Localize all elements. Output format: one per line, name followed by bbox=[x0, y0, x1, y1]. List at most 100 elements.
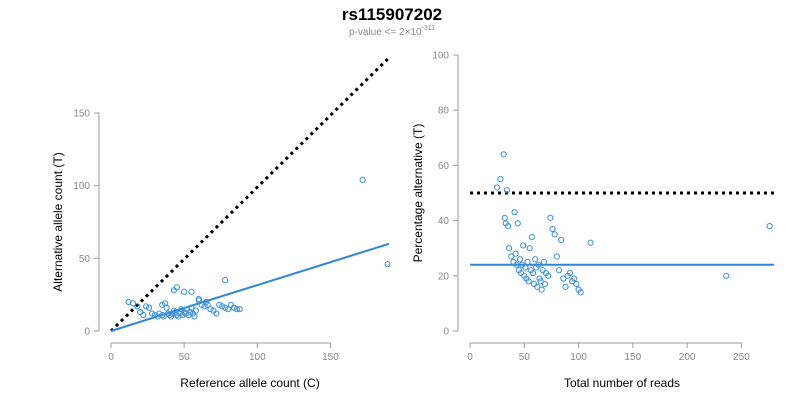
y-tick-label: 100 bbox=[432, 51, 449, 62]
data-point bbox=[553, 253, 560, 260]
data-point bbox=[549, 225, 556, 232]
data-point bbox=[511, 209, 518, 216]
data-point bbox=[566, 269, 573, 277]
data-point bbox=[170, 287, 178, 294]
chart-title: rs115907202 bbox=[342, 5, 442, 24]
data-point bbox=[526, 245, 533, 252]
data-point bbox=[156, 310, 163, 317]
x-tick-label: 0 bbox=[108, 352, 114, 363]
data-point bbox=[188, 288, 195, 295]
data-point bbox=[179, 311, 186, 319]
fit-line bbox=[110, 242, 390, 332]
data-point bbox=[224, 306, 232, 313]
y-tick-label: 60 bbox=[438, 161, 450, 172]
data-point bbox=[494, 184, 501, 191]
data-point bbox=[560, 275, 567, 282]
data-point bbox=[230, 304, 238, 311]
data-point bbox=[160, 313, 167, 320]
x-tick-label: 50 bbox=[179, 352, 191, 363]
data-point bbox=[538, 286, 545, 293]
data-point bbox=[525, 278, 532, 285]
y-tick-label: 40 bbox=[438, 216, 450, 227]
data-point bbox=[204, 301, 211, 308]
data-point bbox=[222, 277, 229, 284]
data-point bbox=[129, 300, 137, 307]
x-tick-label: 100 bbox=[249, 352, 266, 363]
data-point bbox=[236, 306, 243, 313]
data-point bbox=[545, 272, 552, 279]
data-point bbox=[137, 309, 144, 316]
data-point bbox=[143, 303, 150, 310]
data-point bbox=[551, 231, 558, 238]
data-point bbox=[191, 313, 198, 320]
x-tick-label: 150 bbox=[322, 352, 339, 363]
data-point bbox=[213, 310, 220, 317]
y-axis-label: Alternative allele count (T) bbox=[51, 152, 65, 291]
data-point bbox=[555, 267, 563, 274]
data-point bbox=[163, 304, 170, 311]
data-point bbox=[503, 187, 511, 194]
data-point bbox=[198, 301, 205, 308]
data-point bbox=[167, 313, 175, 320]
data-point bbox=[219, 303, 226, 310]
x-tick-label: 0 bbox=[467, 352, 473, 363]
y-tick-label: 0 bbox=[443, 327, 449, 338]
data-point bbox=[500, 151, 507, 158]
x-tick-label: 100 bbox=[570, 352, 587, 363]
data-point bbox=[207, 306, 214, 313]
data-point bbox=[233, 306, 240, 313]
data-point bbox=[528, 234, 535, 241]
y-tick-label: 80 bbox=[438, 106, 450, 117]
data-point bbox=[497, 176, 504, 183]
data-point bbox=[537, 278, 544, 285]
data-point bbox=[535, 261, 542, 268]
data-point bbox=[173, 284, 180, 291]
data-point bbox=[227, 301, 235, 308]
data-point bbox=[505, 245, 513, 252]
data-point bbox=[534, 283, 541, 290]
data-point bbox=[173, 311, 180, 319]
data-point bbox=[188, 304, 195, 311]
data-point bbox=[541, 280, 549, 288]
data-point bbox=[723, 272, 730, 279]
y-tick-label: 20 bbox=[438, 271, 450, 282]
data-point bbox=[166, 311, 173, 319]
data-point bbox=[516, 256, 524, 263]
data-point bbox=[514, 220, 521, 227]
data-point bbox=[181, 288, 188, 295]
data-point bbox=[501, 214, 508, 221]
data-point bbox=[504, 223, 512, 230]
y-tick-label: 150 bbox=[73, 109, 90, 120]
data-point bbox=[170, 307, 178, 314]
data-point bbox=[532, 256, 539, 263]
data-point bbox=[524, 258, 531, 266]
data-point bbox=[539, 267, 546, 274]
data-point bbox=[159, 301, 166, 308]
y-tick-label: 100 bbox=[73, 181, 90, 192]
data-point bbox=[195, 295, 202, 303]
data-point bbox=[573, 280, 580, 288]
data-point bbox=[512, 250, 519, 257]
data-point bbox=[192, 307, 199, 314]
y-tick-label: 50 bbox=[79, 254, 91, 265]
x-tick-label: 150 bbox=[625, 352, 642, 363]
x-axis-label: Total number of reads bbox=[564, 376, 680, 390]
left-scatter-panel: 0 50 100 150 0 50 100 150 Reference allele count… bbox=[51, 56, 391, 390]
data-point bbox=[547, 214, 554, 221]
data-point bbox=[530, 280, 538, 288]
data-point bbox=[558, 236, 565, 244]
data-point bbox=[159, 311, 166, 319]
data-point bbox=[359, 176, 366, 183]
data-point bbox=[203, 298, 210, 306]
data-point bbox=[587, 239, 594, 246]
x-tick-label: 200 bbox=[679, 352, 696, 363]
data-point bbox=[571, 275, 578, 282]
data-point bbox=[577, 289, 584, 296]
data-point bbox=[222, 304, 229, 311]
x-tick-label: 50 bbox=[519, 352, 531, 363]
data-point bbox=[148, 310, 156, 317]
reference-dotted-line bbox=[109, 56, 391, 333]
y-axis-label: Percentage alternative (T) bbox=[411, 124, 425, 263]
x-axis-label: Reference allele count (C) bbox=[180, 376, 319, 390]
